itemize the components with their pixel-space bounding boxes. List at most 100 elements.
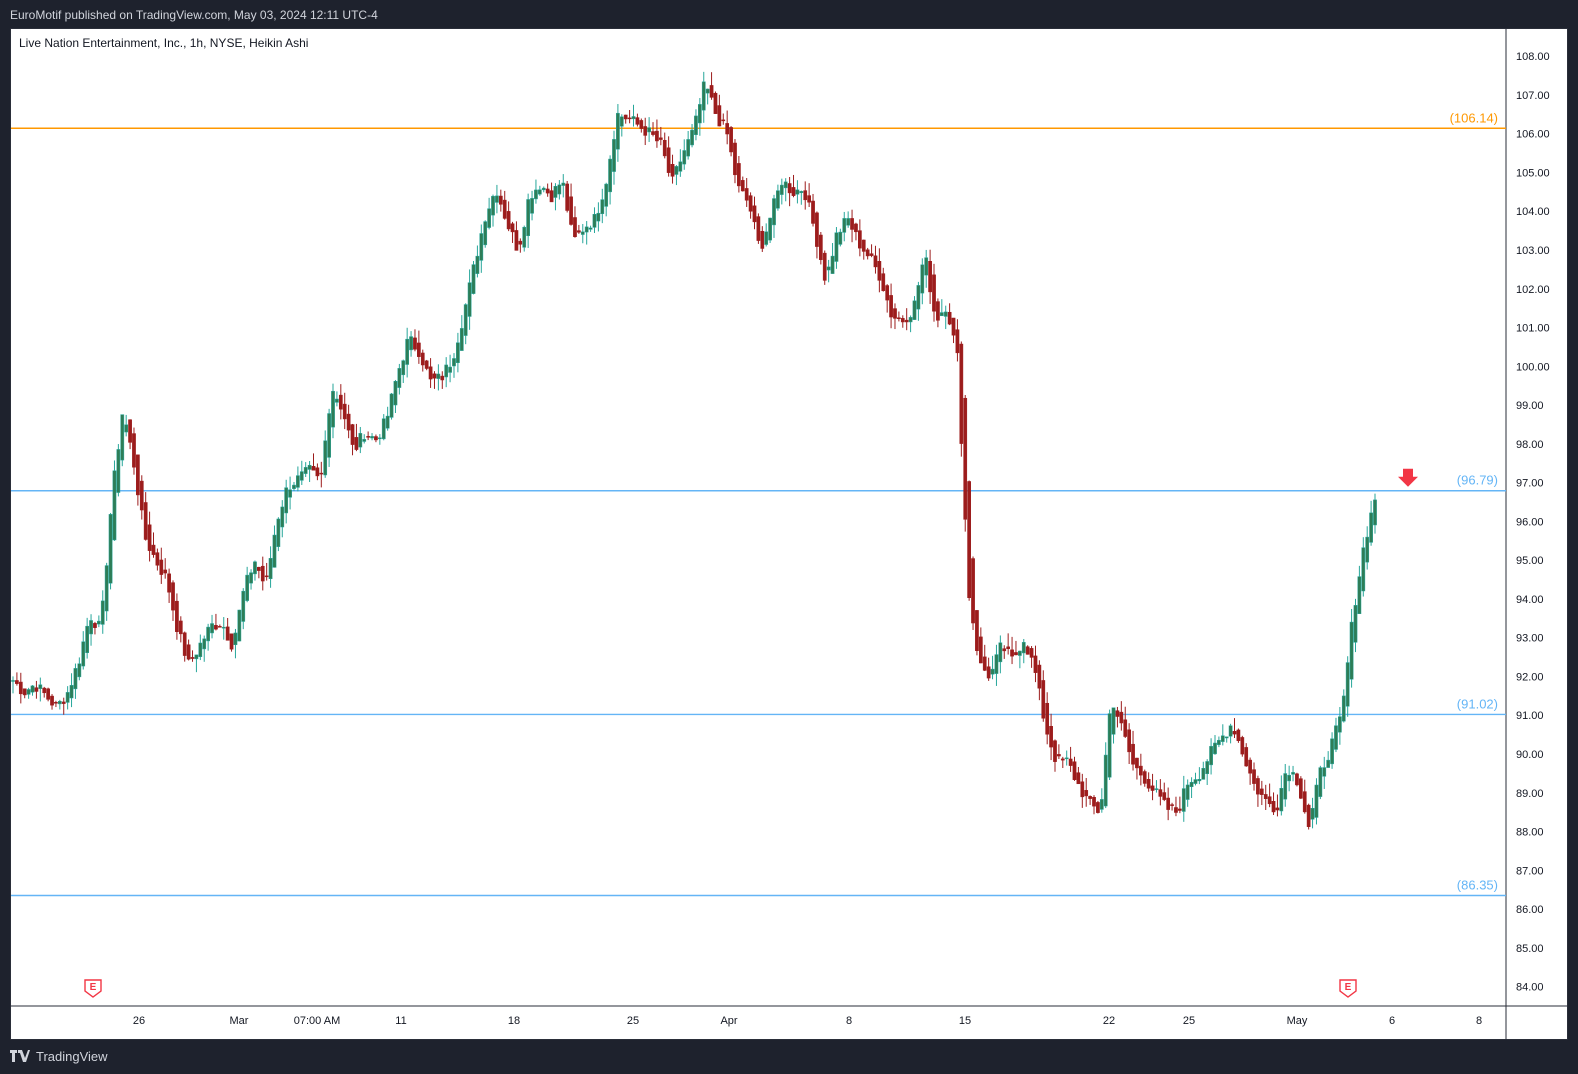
- candle-body: [971, 558, 975, 624]
- candle-body: [54, 702, 58, 704]
- candle-body: [1010, 649, 1014, 657]
- candle-body: [417, 342, 421, 357]
- candle-body: [756, 216, 761, 241]
- candle-body: [409, 336, 413, 351]
- candle-body: [815, 212, 819, 247]
- footer: TradingView: [10, 1046, 108, 1066]
- candle-body: [272, 534, 277, 568]
- candle-body: [1025, 646, 1030, 655]
- candle-body: [698, 104, 702, 124]
- candle-body: [1029, 648, 1034, 658]
- candle-body: [939, 312, 944, 317]
- candle-body: [245, 574, 250, 601]
- level-label: (96.79): [1457, 473, 1498, 488]
- y-tick-label: 99.00: [1516, 400, 1544, 412]
- candle-body: [260, 565, 265, 582]
- candle-body: [389, 393, 394, 418]
- y-tick-label: 107.00: [1516, 90, 1550, 102]
- candle-body: [1283, 773, 1288, 800]
- candle-body: [1092, 797, 1096, 807]
- candle-body: [873, 255, 878, 268]
- candle-body: [350, 424, 355, 445]
- candle-body: [444, 364, 449, 378]
- candle-body: [1021, 642, 1026, 654]
- candle-body: [214, 625, 218, 630]
- candle-body: [1291, 772, 1295, 775]
- candle-body: [1310, 807, 1315, 820]
- candle-body: [467, 282, 472, 317]
- candle-body: [495, 195, 499, 203]
- candle-body: [655, 130, 659, 142]
- candle-body: [1271, 801, 1276, 813]
- candle-body: [448, 366, 452, 373]
- candle-body: [729, 127, 733, 153]
- candle-body: [1138, 765, 1143, 776]
- candle-body: [22, 688, 27, 696]
- candle-body: [846, 218, 851, 226]
- candle-body: [537, 189, 542, 195]
- candle-body: [584, 226, 589, 233]
- y-tick-label: 94.00: [1516, 594, 1544, 606]
- candle-body: [1181, 788, 1186, 812]
- candle-body: [498, 195, 503, 205]
- candle-body: [11, 680, 15, 682]
- candle-body: [791, 187, 796, 196]
- candle-body: [1345, 662, 1350, 707]
- candle-body: [93, 623, 97, 628]
- candle-body: [491, 195, 495, 216]
- candle-body: [604, 183, 609, 207]
- candle-body: [686, 139, 690, 157]
- candle-body: [1150, 785, 1155, 791]
- candle-body: [163, 569, 168, 574]
- candle-body: [15, 680, 19, 684]
- candle-body: [311, 466, 316, 471]
- candle-body: [565, 183, 570, 211]
- candle-body: [233, 632, 238, 646]
- candle-body: [967, 481, 971, 598]
- candle-body: [998, 642, 1003, 663]
- candle-body: [1201, 768, 1206, 780]
- y-tick-label: 98.00: [1516, 439, 1544, 451]
- candle-body: [1045, 702, 1050, 735]
- candle-body: [916, 285, 921, 310]
- candle-body: [1064, 757, 1069, 760]
- x-tick-label: Apr: [720, 1015, 737, 1027]
- candle-body: [1111, 707, 1116, 735]
- candle-body: [116, 449, 121, 493]
- candle-body: [1197, 779, 1202, 782]
- candle-body: [89, 620, 93, 635]
- x-tick-label: Mar: [230, 1015, 249, 1027]
- candle-body: [377, 437, 382, 440]
- x-tick-label: May: [1287, 1015, 1308, 1027]
- candle-body: [748, 195, 753, 212]
- candle-body: [65, 692, 70, 703]
- candle-body: [545, 188, 550, 194]
- candle-body: [1037, 664, 1042, 689]
- candle-body: [662, 140, 667, 157]
- candle-body: [725, 123, 730, 135]
- candle-body: [190, 657, 195, 659]
- candle-body: [623, 114, 628, 120]
- candle-body: [323, 440, 328, 476]
- earnings-marker-icon: [1339, 979, 1357, 998]
- earnings-marker-icon: [84, 979, 102, 998]
- candle-body: [155, 552, 160, 566]
- candle-body: [1213, 742, 1217, 755]
- candle-body: [1256, 778, 1260, 795]
- candle-body: [705, 88, 710, 94]
- candle-body: [807, 195, 811, 203]
- candle-body: [982, 656, 987, 671]
- candle-body: [1096, 802, 1100, 813]
- chart-panel[interactable]: 108.00 107.00 106.00 105.00 104.00 103.00 102.…: [10, 28, 1568, 1040]
- candle-body: [296, 475, 300, 488]
- price-chart[interactable]: 108.00 107.00 106.00 105.00 104.00 103.00 102.…: [11, 29, 1567, 1039]
- candle-body: [651, 131, 655, 135]
- candle-body: [436, 373, 441, 379]
- candle-body: [202, 638, 207, 650]
- candle-body: [288, 489, 292, 498]
- candle-body: [30, 685, 35, 693]
- candle-body: [1365, 536, 1370, 563]
- candle-body: [740, 180, 745, 192]
- y-tick-label: 104.00: [1516, 206, 1550, 218]
- candle-body: [194, 654, 199, 660]
